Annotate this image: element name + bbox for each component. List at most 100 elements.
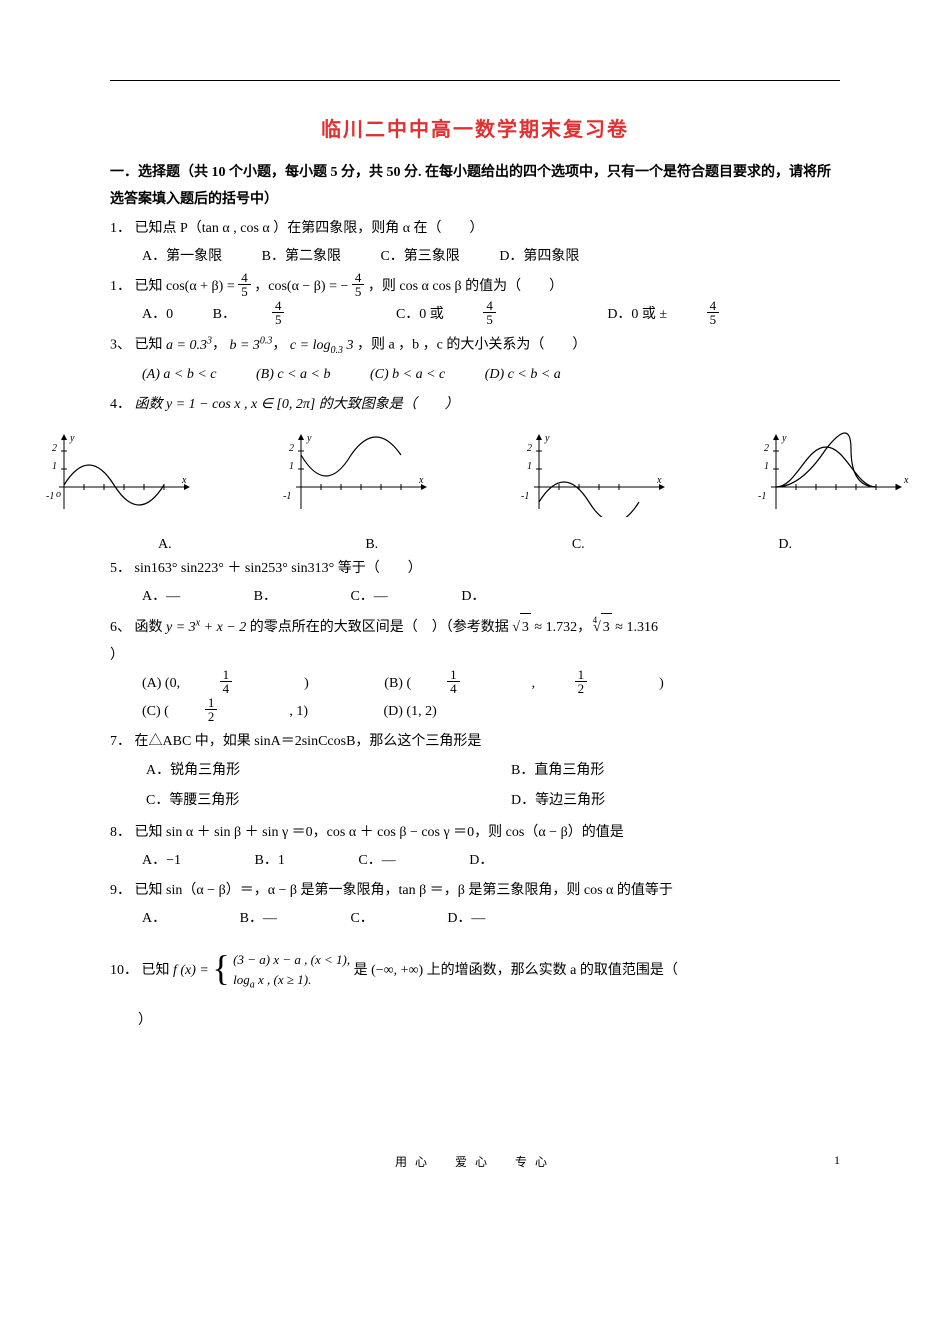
q1b-opt-B: B．45 [213,307,357,322]
q4-label-B: B. [365,537,378,553]
q1b-opt-C: C．0 或 45 [396,307,568,322]
q8-opt-C: C．— [358,853,395,868]
svg-text:x: x [418,475,424,486]
q3-opt-B: (B) c < a < b [256,367,330,382]
top-rule [110,80,840,81]
svg-text:x: x [903,475,909,486]
q4-body: 函数 y = 1 − cos x , x ∈ [0, 2π] 的大致图象是（ ） [135,397,459,412]
q6-opt-A: (A) (0, 14) [142,676,345,691]
q9-opt-D: D．— [447,911,485,926]
q9-opt-B: B．— [240,911,277,926]
q10-piecewise: f (x) = { (3 − a) x − a , (x < 1), loga … [173,935,350,1007]
svg-text:o: o [56,489,61,500]
q1-body: 已知点 P（tan α , cos α ）在第四象限，则角 α 在（ ） [135,221,484,236]
qnum-5: 5． [110,561,131,576]
svg-text:1: 1 [289,461,294,472]
q6-options: (A) (0, 14) (B) (14, 12) (C) (12, 1) (D)… [110,670,840,726]
q1-opt-D: D．第四象限 [499,249,579,264]
question-5: 5． sin163° sin223° ＋ sin253° sin313° 等于（… [110,555,840,583]
qnum-7: 7． [110,734,131,749]
q3-opt-A: (A) a < b < c [142,367,216,382]
q1b-post: ，则 cos α cos β 的值为（ ） [368,279,563,294]
svg-text:2: 2 [52,443,57,454]
svg-text:2: 2 [289,443,294,454]
q3-pre: 已知 [135,338,167,353]
q7-opt-D: D．等边三角形 [475,793,605,808]
q9-body: 已知 sin（α − β）＝，α − β 是第一象限角，tan β ＝，β 是第… [135,883,673,898]
q9-options: A． B．— C． D．— [110,905,840,933]
q5-opt-C: C．— [350,589,387,604]
q1-options: A．第一象限 B．第二象限 C．第三象限 D．第四象限 [110,243,840,271]
question-1b: 1． 已知 cos(α + β) = 45 ，cos(α − β) = − 45… [110,273,840,301]
qnum-8: 8． [110,825,131,840]
svg-text:-1: -1 [758,491,766,502]
question-3: 3、 已知 a = 0.33， b = 30.3， c = log0.3 3 ，… [110,331,840,360]
svg-text:y: y [544,433,550,444]
q8-opt-A: A．−1 [142,853,181,868]
q7-body: 在△ABC 中，如果 sinA＝2sinCcosB，那么这个三角形是 [135,734,482,749]
graph-B: 2 1 -1 y x [271,427,441,517]
section-1-head: 一．选择题（共 10 个小题，每小题 5 分，共 50 分. 在每小题给出的四个… [110,160,840,213]
q9-opt-C: C． [350,911,373,926]
page-footer: 用心 爱心 专心 1 [110,1153,840,1170]
q1b-opt-D: D．0 或 ± 45 [607,307,791,322]
question-4: 4． 函数 y = 1 − cos x , x ∈ [0, 2π] 的大致图象是… [110,391,840,419]
qnum-1: 1． [110,221,131,236]
q1b-options: A．0 B．45 C．0 或 45 D．0 或 ± 45 [110,301,840,329]
question-9: 9． 已知 sin（α − β）＝，α − β 是第一象限角，tan β ＝，β… [110,877,840,905]
svg-text:1: 1 [764,461,769,472]
q4-graphs: 2 1 -1 y x o 2 1 -1 y [0,427,950,517]
q6-opt-B: (B) (14, 12) [384,676,700,691]
q3-opt-C: (C) b < a < c [370,367,445,382]
q7-opt-C: C．等腰三角形 [110,793,239,808]
q8-opt-D: D． [469,853,493,868]
q3-options: (A) a < b < c (B) c < a < b (C) b < a < … [110,361,840,389]
q4-label-C: C. [572,537,585,553]
q4-label-A: A. [158,537,172,553]
q7-opt-B: B．直角三角形 [475,763,604,778]
q5-opt-A: A．— [142,589,180,604]
graph-D: 2 1 -1 y x [746,427,916,517]
frac-4-5-b: 45 [352,271,365,298]
q1b-opt-A: A．0 [142,307,173,322]
svg-text:1: 1 [52,461,57,472]
svg-text:2: 2 [527,443,532,454]
qnum-6: 6、 [110,620,131,635]
qnum-3: 3、 [110,338,131,353]
q1b-mid: ，cos(α − β) = − [254,279,352,294]
q5-opt-B: B． [254,589,277,604]
qnum-4: 4． [110,397,131,412]
q1-opt-B: B．第二象限 [262,249,341,264]
page: 临川二中中高一数学期末复习卷 一．选择题（共 10 个小题，每小题 5 分，共 … [0,0,950,1200]
footer-pagenum: 1 [834,1153,840,1168]
question-6: 6、 函数 y = 3x + x − 2 的零点所在的大致区间是（ ）（参考数据… [110,613,840,670]
qnum-10: 10． [110,963,138,978]
q5-body: sin163° sin223° ＋ sin253° sin313° 等于（ ） [135,561,422,576]
q9-opt-A: A． [142,911,166,926]
svg-text:1: 1 [527,461,532,472]
q8-opt-B: B．1 [255,853,285,868]
q1b-pre: 已知 cos(α + β) = [135,279,239,294]
q6-opt-D: (D) (1, 2) [384,704,437,719]
svg-text:y: y [781,433,787,444]
svg-text:y: y [69,433,75,444]
q5-opt-D: D． [461,589,485,604]
svg-text:x: x [181,475,187,486]
frac-4-5-a: 45 [238,271,251,298]
q5-options: A．— B． C．— D． [110,583,840,611]
qnum-1b: 1． [110,279,131,294]
question-10: 10． 已知 f (x) = { (3 − a) x − a , (x < 1)… [110,935,840,1035]
exam-title: 临川二中中高一数学期末复习卷 [110,113,840,142]
footer-motto: 用心 爱心 专心 [110,1153,840,1170]
question-1: 1． 已知点 P（tan α , cos α ）在第四象限，则角 α 在（ ） [110,215,840,243]
q7-opt-A: A．锐角三角形 [110,763,240,778]
q3-post: ，则 a ，b ，c 的大小关系为（ ） [357,338,586,353]
question-8: 8． 已知 sin α ＋ sin β ＋ sin γ ＝0，cos α ＋ c… [110,819,840,847]
q1-opt-C: C．第三象限 [380,249,459,264]
svg-text:x: x [656,475,662,486]
q7-options: A．锐角三角形 C．等腰三角形 B．直角三角形 D．等边三角形 [110,756,840,818]
q3-opt-D: (D) c < b < a [485,367,561,382]
q8-body: 已知 sin α ＋ sin β ＋ sin γ ＝0，cos α ＋ cos … [135,825,624,840]
svg-text:-1: -1 [521,491,529,502]
graph-A: 2 1 -1 y x o [34,427,204,517]
